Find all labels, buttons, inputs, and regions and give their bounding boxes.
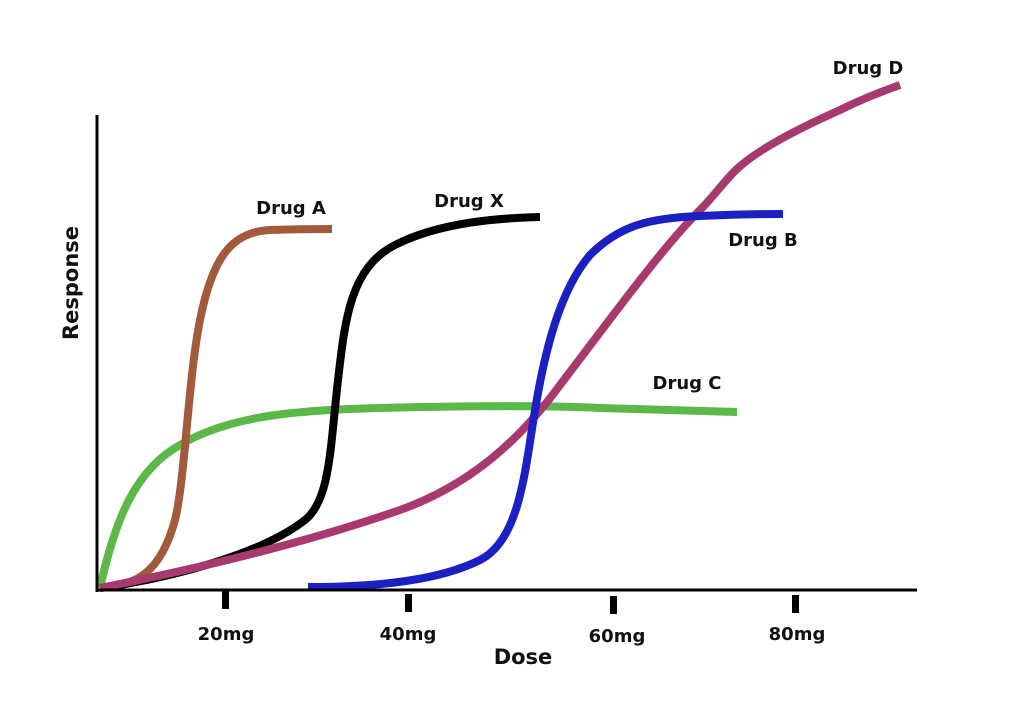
axes <box>95 115 917 614</box>
y-axis-title: Response <box>59 226 83 340</box>
curve-drug-c <box>96 402 738 589</box>
x-tick-label-20mg: 20mg <box>198 624 255 645</box>
tick-20mg <box>222 591 229 609</box>
x-tick-label-40mg: 40mg <box>380 624 437 645</box>
curve-drug-a <box>99 225 333 592</box>
x-tick-label-80mg: 80mg <box>769 624 826 645</box>
tick-80mg <box>792 595 799 613</box>
curve-drug-b <box>307 210 784 591</box>
x-axis-title: Dose <box>494 645 553 669</box>
x-tick-label-60mg: 60mg <box>589 626 646 647</box>
label-drug-x: Drug X <box>434 191 504 212</box>
label-drug-c: Drug C <box>653 373 722 394</box>
tick-60mg <box>610 596 617 614</box>
label-drug-a: Drug A <box>256 198 326 219</box>
curve-drug-d <box>99 81 902 592</box>
tick-40mg <box>405 594 412 612</box>
label-drug-b: Drug B <box>728 230 798 251</box>
label-drug-d: Drug D <box>833 58 904 79</box>
